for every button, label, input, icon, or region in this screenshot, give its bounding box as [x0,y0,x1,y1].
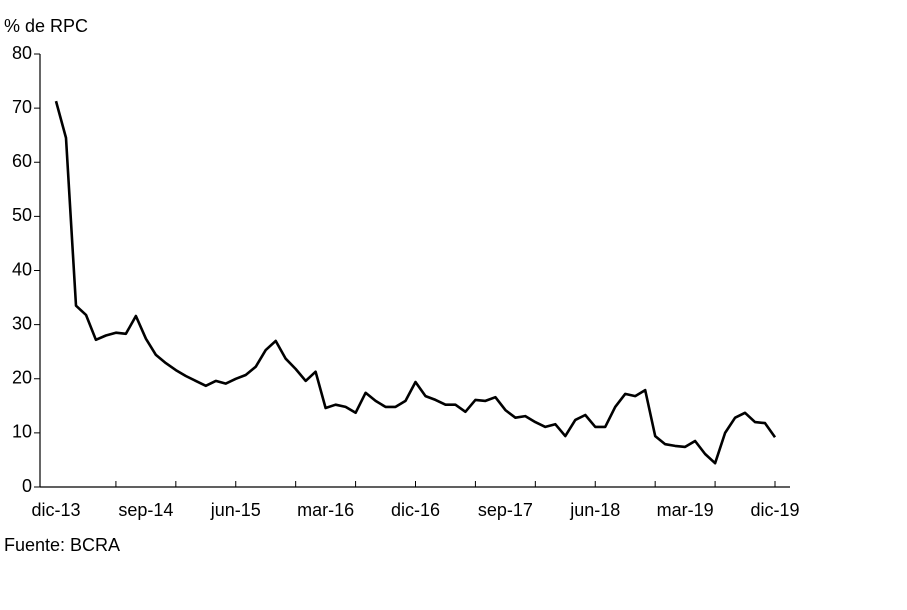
y-tick-label: 10 [12,422,32,442]
y-tick-label: 0 [22,476,32,496]
y-tick-label: 80 [12,43,32,63]
y-tick-label: 20 [12,368,32,388]
data-line [54,100,777,465]
y-tick-label: 70 [12,97,32,117]
x-tick-label: mar-19 [657,500,714,520]
x-tick-label: dic-19 [750,500,799,520]
source-note: Fuente: BCRA [4,535,120,555]
x-tick-label: dic-16 [391,500,440,520]
x-tick-label: jun-15 [210,500,261,520]
y-axis-label: % de RPC [4,16,88,36]
x-tick-label: jun-18 [569,500,620,520]
y-tick-label: 50 [12,205,32,225]
y-tick-label: 30 [12,313,32,333]
x-tick-label: sep-14 [118,500,173,520]
x-tick-label: mar-16 [297,500,354,520]
y-tick-label: 40 [12,259,32,279]
y-tick-label: 60 [12,151,32,171]
x-tick-label: sep-17 [478,500,533,520]
x-tick-label: dic-13 [31,500,80,520]
